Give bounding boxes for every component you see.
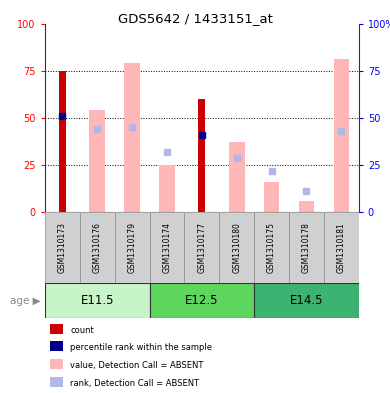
Text: value, Detection Call = ABSENT: value, Detection Call = ABSENT	[70, 361, 204, 370]
Bar	[199, 99, 205, 212]
Bar	[333, 59, 349, 212]
Text: E14.5: E14.5	[290, 294, 323, 307]
FancyBboxPatch shape	[149, 212, 184, 283]
Bar	[124, 63, 140, 212]
FancyBboxPatch shape	[254, 283, 359, 318]
FancyBboxPatch shape	[45, 283, 149, 318]
FancyBboxPatch shape	[45, 212, 80, 283]
Bar	[50, 359, 63, 369]
Text: GSM1310176: GSM1310176	[93, 222, 102, 273]
Text: GSM1310180: GSM1310180	[232, 222, 241, 273]
Text: GSM1310177: GSM1310177	[197, 222, 206, 273]
Bar	[89, 110, 105, 212]
Text: rank, Detection Call = ABSENT: rank, Detection Call = ABSENT	[70, 379, 199, 387]
Text: GSM1310178: GSM1310178	[302, 222, 311, 273]
FancyBboxPatch shape	[115, 212, 149, 283]
Bar	[264, 182, 280, 212]
FancyBboxPatch shape	[219, 212, 254, 283]
Bar	[50, 376, 63, 387]
Bar	[50, 341, 63, 351]
Text: GSM1310173: GSM1310173	[58, 222, 67, 273]
FancyBboxPatch shape	[324, 212, 359, 283]
Text: count: count	[70, 326, 94, 334]
Text: E11.5: E11.5	[80, 294, 114, 307]
Bar	[159, 165, 175, 212]
Text: percentile rank within the sample: percentile rank within the sample	[70, 343, 212, 352]
Text: E12.5: E12.5	[185, 294, 218, 307]
Text: GSM1310174: GSM1310174	[163, 222, 172, 273]
Text: age ▶: age ▶	[10, 296, 41, 306]
FancyBboxPatch shape	[149, 283, 254, 318]
Text: GSM1310179: GSM1310179	[128, 222, 136, 273]
FancyBboxPatch shape	[184, 212, 219, 283]
FancyBboxPatch shape	[289, 212, 324, 283]
Text: GSM1310175: GSM1310175	[267, 222, 276, 273]
Text: GSM1310181: GSM1310181	[337, 222, 346, 273]
Bar	[229, 142, 245, 212]
Text: GDS5642 / 1433151_at: GDS5642 / 1433151_at	[117, 12, 273, 25]
Bar	[299, 201, 314, 212]
FancyBboxPatch shape	[254, 212, 289, 283]
FancyBboxPatch shape	[80, 212, 115, 283]
Bar	[59, 71, 66, 212]
Bar	[50, 323, 63, 334]
